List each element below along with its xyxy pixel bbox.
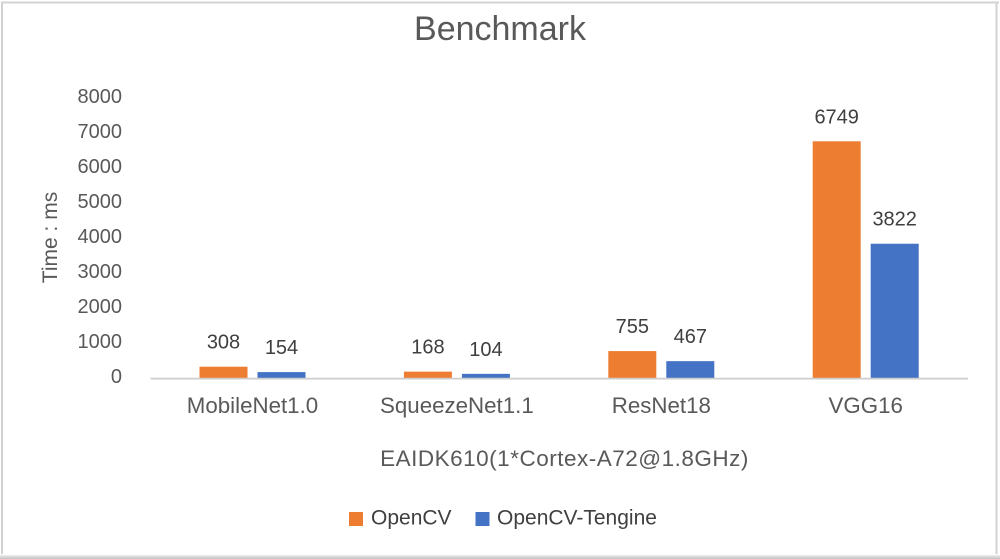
svg-text:ResNet18: ResNet18 [612, 393, 711, 418]
svg-text:168: 168 [411, 337, 444, 359]
svg-text:6749: 6749 [814, 106, 859, 128]
svg-text:2000: 2000 [78, 296, 123, 318]
svg-text:6000: 6000 [78, 156, 123, 178]
svg-text:104: 104 [469, 339, 502, 361]
svg-text:4000: 4000 [78, 226, 123, 248]
svg-text:308: 308 [207, 332, 240, 354]
svg-text:8000: 8000 [78, 86, 123, 108]
svg-text:3822: 3822 [872, 209, 917, 231]
svg-text:Time : ms: Time : ms [39, 192, 62, 283]
svg-text:467: 467 [674, 326, 707, 348]
svg-text:5000: 5000 [78, 191, 123, 213]
svg-text:MobileNet1.0: MobileNet1.0 [187, 393, 318, 418]
svg-text:OpenCV: OpenCV [371, 507, 452, 530]
svg-text:7000: 7000 [78, 121, 123, 143]
svg-text:OpenCV-Tengine: OpenCV-Tengine [497, 507, 657, 530]
svg-text:SqueezeNet1.1: SqueezeNet1.1 [380, 393, 534, 418]
svg-text:755: 755 [616, 316, 649, 338]
svg-text:154: 154 [265, 337, 298, 359]
svg-text:Benchmark: Benchmark [414, 10, 587, 48]
svg-text:3000: 3000 [78, 261, 123, 283]
svg-text:EAIDK610(1*Cortex-A72@1.8GHz): EAIDK610(1*Cortex-A72@1.8GHz) [380, 446, 749, 471]
svg-text:0: 0 [111, 366, 122, 388]
svg-text:VGG16: VGG16 [829, 393, 903, 418]
svg-text:1000: 1000 [78, 331, 123, 353]
